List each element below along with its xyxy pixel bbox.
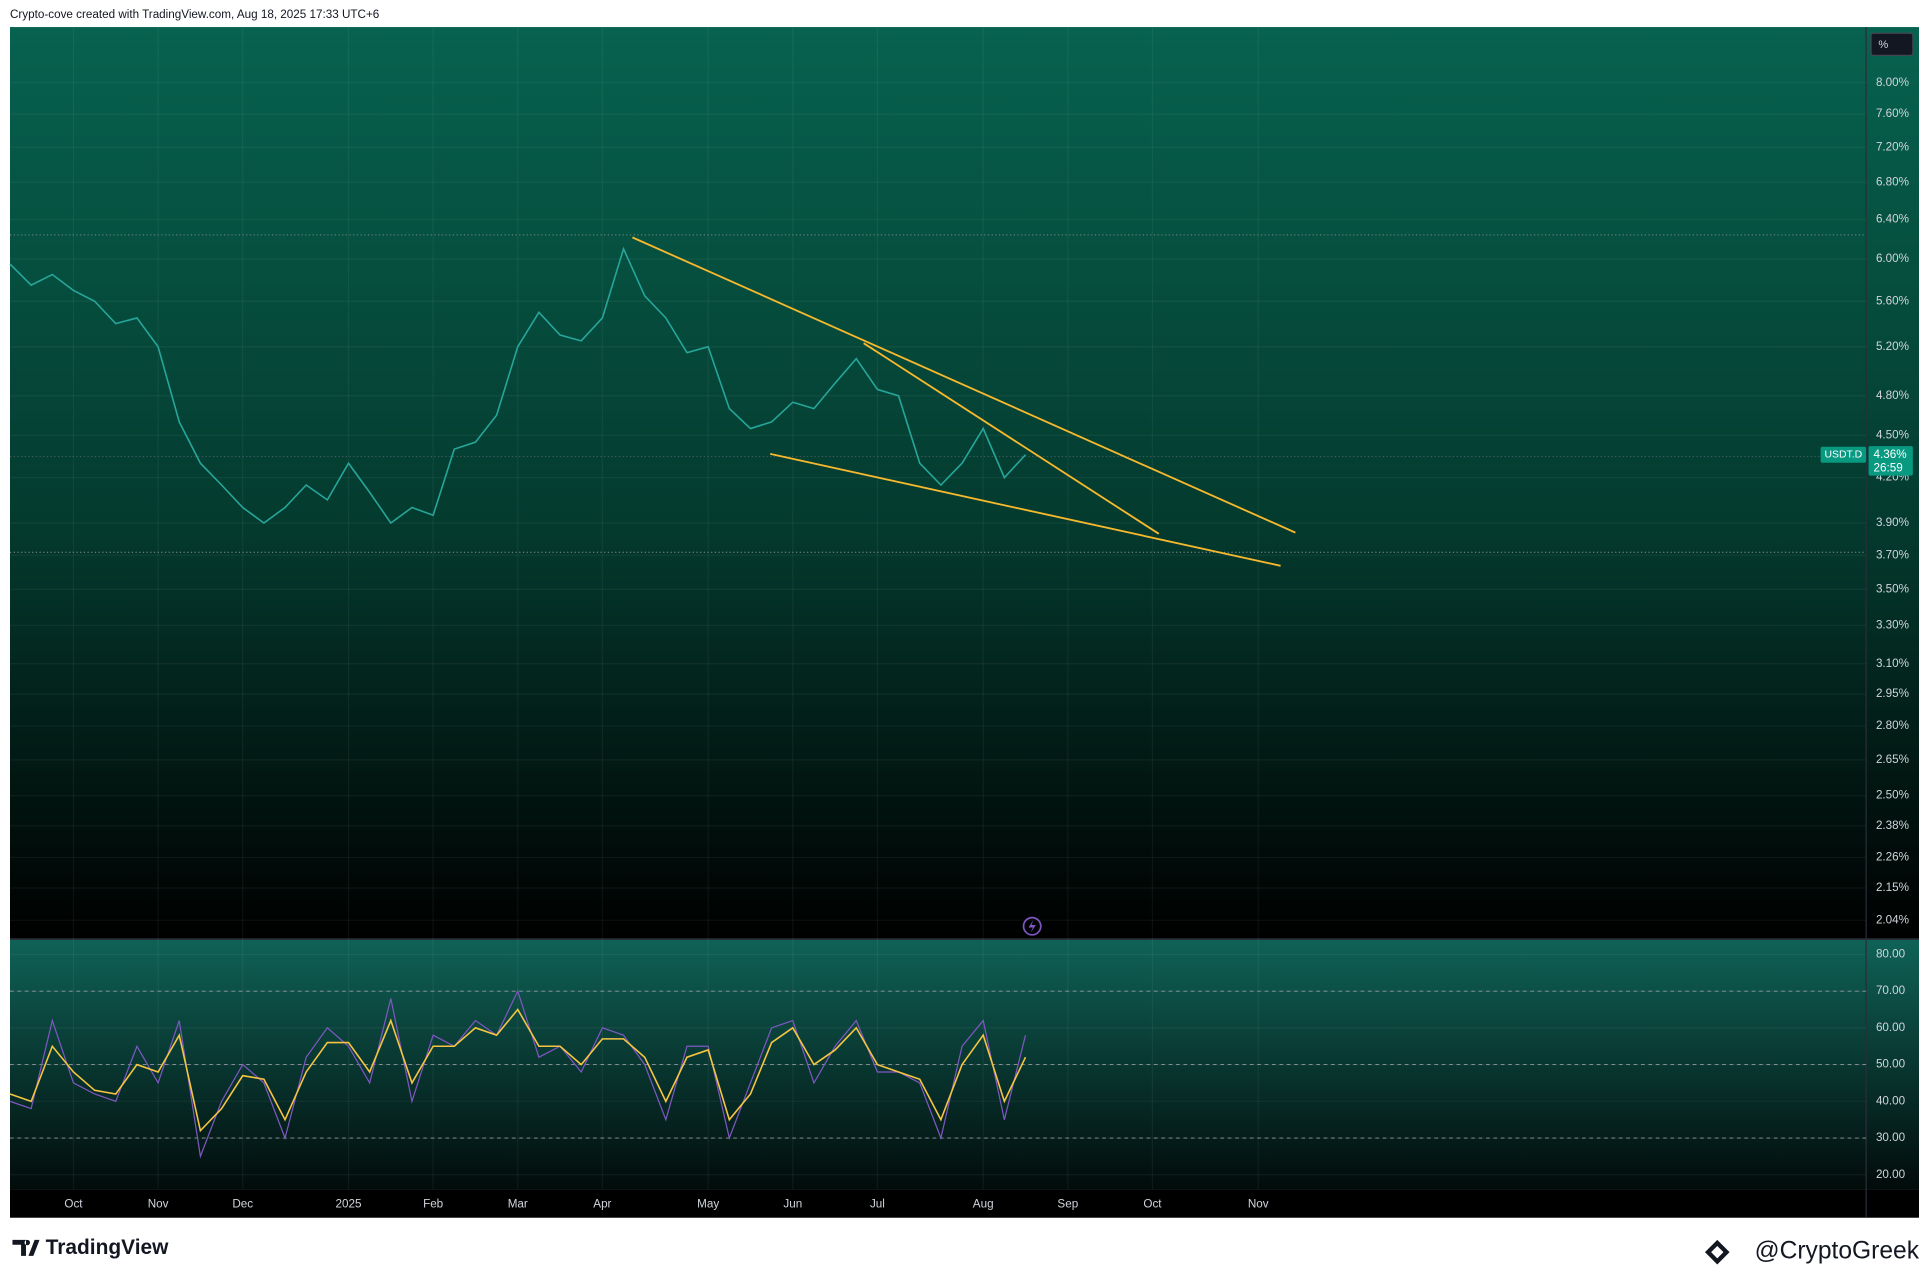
y-tick-label: 2.80%: [1876, 719, 1909, 732]
countdown-label: 26:59: [1873, 461, 1902, 474]
brand: TradingView @CryptoGreek: [12, 1236, 1920, 1265]
y-tick-label: 3.90%: [1876, 516, 1909, 529]
y-tick-label: 20.00: [1876, 1168, 1906, 1181]
x-tick-label: Aug: [973, 1197, 994, 1210]
x-tick-label: Oct: [1143, 1197, 1162, 1210]
price-line: [9, 246, 1027, 525]
y-tick-label: 6.80%: [1876, 175, 1909, 188]
y-tick-label: 70.00: [1876, 984, 1906, 997]
brand-logo: [12, 1239, 40, 1256]
x-tick-label: 2025: [336, 1197, 362, 1210]
trendline: [863, 342, 1160, 535]
y-tick-label: 4.50%: [1876, 428, 1909, 441]
x-tick-label: Mar: [508, 1197, 528, 1210]
y-tick-label: 50.00: [1876, 1058, 1906, 1071]
y-tick-label: 3.30%: [1876, 619, 1909, 632]
y-tick-label: 3.70%: [1876, 548, 1909, 561]
trendline: [632, 236, 1296, 534]
x-tick-label: Nov: [1248, 1197, 1269, 1210]
y-tick-label: 80.00: [1876, 948, 1906, 961]
time-axis: [9, 1189, 1920, 1218]
x-tick-label: Apr: [593, 1197, 611, 1210]
price-label: 4.36%: [1873, 448, 1906, 461]
scale-button[interactable]: [1870, 32, 1914, 56]
x-tick-label: Jun: [783, 1197, 802, 1210]
x-tick-label: Sep: [1057, 1197, 1078, 1210]
y-tick-label: 2.65%: [1876, 753, 1909, 766]
y-tick-label: 2.50%: [1876, 789, 1909, 802]
symbol-label: USDT.D: [1825, 449, 1863, 460]
y-tick-label: 40.00: [1876, 1094, 1906, 1107]
grid: 8.00% 7.60% 7.20% 6.80% 6.40% 6.00% 5.60% 5.20%…: [9, 27, 1909, 1210]
y-tick-label: 60.00: [1876, 1021, 1906, 1034]
price-tag: USDT.D 4.36%26:59: [1820, 446, 1913, 476]
trendline: [769, 452, 1281, 567]
x-tick-label: Nov: [148, 1197, 169, 1210]
author-icon: [1704, 1239, 1730, 1265]
y-tick-label: 5.20%: [1876, 340, 1909, 353]
alert-circle[interactable]: [1022, 916, 1042, 936]
x-tick-label: Oct: [64, 1197, 83, 1210]
y-tick-label: 3.50%: [1876, 582, 1909, 595]
y-tick-label: 2.04%: [1876, 913, 1909, 926]
alert-bolt[interactable]: [1028, 920, 1036, 933]
x-tick-label: Jul: [870, 1197, 885, 1210]
price-panel: [9, 27, 1920, 939]
series-line: [9, 989, 1027, 1159]
series-line: [9, 1008, 1027, 1133]
y-tick-label: 3.10%: [1876, 657, 1909, 670]
y-tick-label: 8.00%: [1876, 76, 1909, 89]
drawings: [9, 234, 1867, 553]
scale-button-label[interactable]: %: [1878, 39, 1888, 51]
y-tick-label: 2.26%: [1876, 851, 1909, 864]
y-tick-label: 4.80%: [1876, 389, 1909, 402]
alert-icon[interactable]: [1022, 916, 1042, 936]
y-tick-label: 2.38%: [1876, 819, 1909, 832]
y-tick-label: 7.20%: [1876, 140, 1909, 153]
trendlines: [632, 236, 1296, 567]
y-tick-label: 30.00: [1876, 1131, 1906, 1144]
x-tick-label: May: [697, 1197, 719, 1210]
price-box: [1868, 446, 1913, 476]
y-tick-label: 6.00%: [1876, 252, 1909, 265]
y-tick-label: 7.60%: [1876, 107, 1909, 120]
symbol-box: [1820, 446, 1867, 463]
y-tick-label: 2.15%: [1876, 881, 1909, 894]
y-tick-label: 6.40%: [1876, 213, 1909, 226]
author-handle: @CryptoGreek: [1755, 1238, 1920, 1265]
header-title: Crypto-cove created with TradingView.com…: [10, 8, 379, 21]
x-tick-label: Dec: [232, 1197, 253, 1210]
x-tick-label: Feb: [423, 1197, 443, 1210]
y-tick-label: 2.95%: [1876, 687, 1909, 700]
marks: [9, 246, 1027, 1159]
y-tick-label: 5.60%: [1876, 294, 1909, 307]
brand-name: TradingView: [46, 1236, 170, 1259]
